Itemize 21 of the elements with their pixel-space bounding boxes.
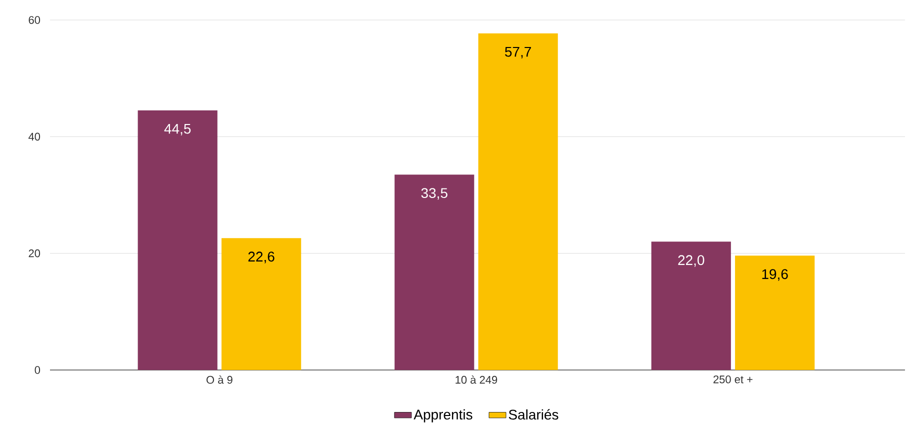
data-label: 33,5 — [421, 188, 448, 200]
legend-label: Apprentis — [414, 409, 472, 422]
legend-label: Salariés — [508, 409, 558, 420]
data-label: 22,6 — [248, 252, 274, 264]
data-label: 44,5 — [164, 124, 191, 136]
data-label: 22,0 — [678, 255, 704, 267]
y-tick-label: 40 — [28, 132, 40, 141]
bar — [394, 174, 474, 370]
x-tick-label: 10 à 249 — [456, 376, 498, 384]
y-tick-label: 0 — [34, 366, 40, 374]
bar — [735, 256, 815, 370]
bar — [478, 33, 558, 370]
data-label: 19,6 — [762, 269, 788, 281]
bar — [651, 242, 731, 370]
bar — [222, 238, 302, 370]
y-tick-label: 20 — [28, 249, 40, 258]
bar — [138, 110, 218, 370]
data-label: 57,7 — [505, 46, 531, 58]
x-tick-label: 250 et + — [714, 376, 752, 384]
x-tick-label: O à 9 — [206, 376, 232, 384]
y-tick-label: 60 — [28, 16, 40, 24]
